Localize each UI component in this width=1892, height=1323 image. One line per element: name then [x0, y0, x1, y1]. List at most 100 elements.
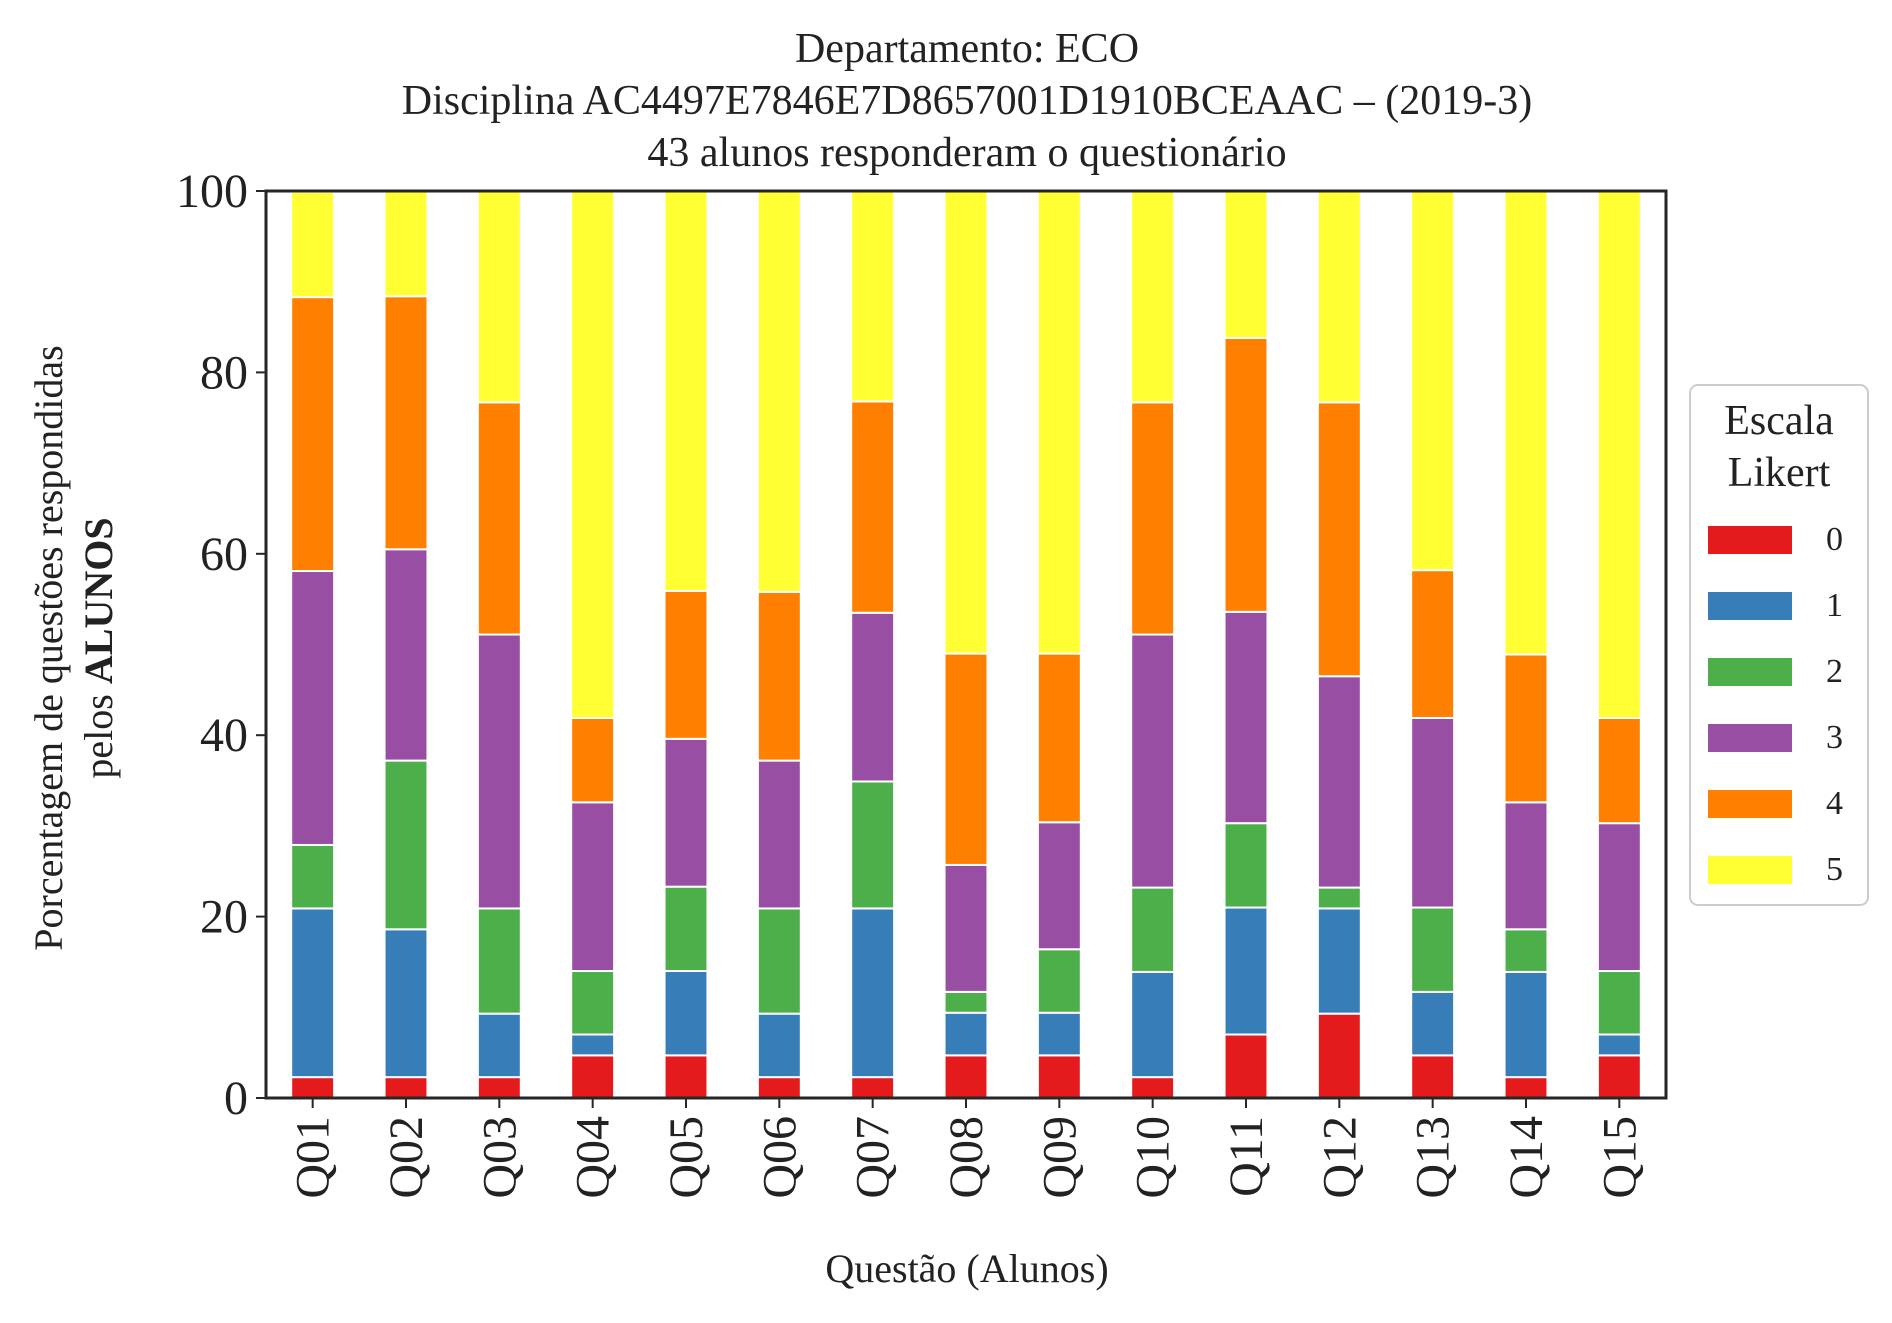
bar-segment-q04-level-5: [570, 190, 616, 719]
bar-segment-q02-level-1: [383, 928, 429, 1079]
bar-segment-q07-level-0: [850, 1076, 896, 1100]
bar-segment-q10-level-1: [1130, 970, 1176, 1079]
bar-segment-q04-level-2: [570, 970, 616, 1036]
y-tick-label: 80: [200, 346, 248, 399]
x-tick-label: Q12: [1313, 1116, 1366, 1199]
bar-segment-q08-level-1: [943, 1011, 989, 1057]
x-tick-label: Q07: [847, 1116, 900, 1199]
bar-segment-q07-level-5: [850, 189, 896, 403]
bar-segment-q03-level-3: [476, 633, 522, 910]
bar-segment-q08-level-0: [943, 1054, 989, 1099]
bar-segment-q06-level-5: [756, 190, 802, 593]
bar-segment-q14-level-3: [1503, 801, 1549, 931]
bar-segment-q08-level-4: [943, 652, 989, 866]
y-tick-label: 100: [176, 165, 248, 218]
bar-segment-q10-level-5: [1130, 190, 1176, 404]
bar-segment-q13-level-3: [1410, 716, 1456, 909]
bar-segment-q09-level-5: [1036, 188, 1082, 655]
bar-segment-q05-level-3: [663, 737, 709, 888]
bar-segment-q10-level-2: [1130, 886, 1176, 973]
bar-segment-q15-level-2: [1596, 970, 1642, 1036]
bar-segment-q11-level-2: [1223, 822, 1269, 909]
legend-title-line-2: Likert: [1728, 450, 1831, 496]
bar-segment-q03-level-4: [476, 401, 522, 636]
bar-segment-q12-level-5: [1316, 190, 1362, 404]
bar-segment-q06-level-2: [756, 907, 802, 1015]
bar-segment-q12-level-0: [1316, 1012, 1362, 1099]
legend: Escala Likert 0 1 2 3 4 5: [1689, 384, 1869, 906]
bar-segment-q09-level-3: [1036, 821, 1082, 951]
bar-segment-q12-level-2: [1316, 886, 1362, 910]
legend-label-1: 1: [1826, 587, 1843, 624]
y-tick-label: 40: [200, 709, 248, 762]
y-axis-label-prefix: pelos: [76, 684, 121, 778]
x-tick-label: Q08: [940, 1116, 993, 1199]
bar-segment-q05-level-4: [663, 589, 709, 740]
legend-label-2: 2: [1826, 653, 1843, 690]
bar-segment-q13-level-4: [1410, 569, 1456, 719]
x-tick-label: Q03: [473, 1116, 526, 1199]
x-axis-ticks: Q01 Q02 Q03 Q04 Q05 Q06 Q07 Q08 Q09 Q10 Q11 Q12 Q13 Q…: [287, 1098, 1646, 1199]
bar-segment-q10-level-4: [1130, 401, 1176, 636]
chart-title-line-1: Departamento: ECO: [795, 26, 1139, 72]
bar-segment-q09-level-1: [1036, 1011, 1082, 1057]
bar-segment-q03-level-2: [476, 907, 522, 1015]
bar-segment-q03-level-0: [476, 1076, 522, 1100]
x-axis-label: Questão (Alunos): [825, 1246, 1108, 1291]
bar-segment-q03-level-1: [476, 1012, 522, 1079]
x-tick-label: Q02: [380, 1116, 433, 1199]
bar-segment-q12-level-4: [1316, 401, 1362, 678]
legend-swatch-4: [1708, 790, 1792, 818]
chart-title-line-2: Disciplina AC4497E7846E7D8657001D1910BCE…: [402, 78, 1532, 124]
bar-segment-q13-level-1: [1410, 990, 1456, 1057]
x-tick-label: Q15: [1593, 1116, 1646, 1199]
legend-swatch-2: [1708, 658, 1792, 686]
bar-segment-q14-level-1: [1503, 970, 1549, 1079]
chart-title-line-3: 43 alunos responderam o questionário: [647, 130, 1286, 176]
y-tick-label: 20: [200, 891, 248, 944]
bar-segment-q03-level-5: [476, 190, 522, 404]
legend-title-line-1: Escala: [1724, 398, 1834, 444]
bar-segment-q12-level-1: [1316, 907, 1362, 1015]
y-axis-label-bold: ALUNOS: [76, 517, 121, 684]
bar-segment-q06-level-0: [756, 1076, 802, 1100]
bar-segment-q01-level-5: [290, 190, 336, 299]
bar-segment-q14-level-2: [1503, 928, 1549, 973]
bar-segment-q15-level-4: [1596, 716, 1642, 825]
legend-swatch-1: [1708, 592, 1792, 620]
bar-segment-q09-level-0: [1036, 1054, 1082, 1099]
bar-segment-q07-level-2: [850, 780, 896, 910]
legend-label-5: 5: [1826, 851, 1843, 888]
bar-segment-q04-level-4: [570, 716, 616, 804]
bar-segment-q04-level-0: [570, 1054, 616, 1099]
y-axis-ticks: 0 20 40 60 80 100: [176, 165, 266, 1125]
legend-label-3: 3: [1826, 719, 1843, 756]
x-tick-label: Q11: [1220, 1116, 1273, 1197]
x-tick-label: Q01: [287, 1116, 340, 1199]
bar-segment-q13-level-5: [1410, 189, 1456, 572]
bar-segment-q05-level-0: [663, 1054, 709, 1099]
bar-segment-q06-level-4: [756, 590, 802, 762]
bar-segment-q08-level-3: [943, 863, 989, 993]
plot-area-frame: [264, 189, 1668, 1100]
bars: [290, 188, 1642, 1100]
bar-segment-q02-level-3: [383, 548, 429, 762]
bar-segment-q14-level-5: [1503, 189, 1549, 656]
bar-segment-q01-level-0: [290, 1076, 336, 1100]
x-tick-label: Q10: [1127, 1116, 1180, 1199]
legend-box: [1689, 384, 1869, 906]
x-tick-label: Q06: [753, 1116, 806, 1199]
legend-swatch-5: [1708, 856, 1792, 884]
bar-segment-q11-level-1: [1223, 906, 1269, 1036]
bar-segment-q04-level-3: [570, 801, 616, 973]
legend-swatch-0: [1708, 526, 1792, 554]
bar-segment-q12-level-3: [1316, 675, 1362, 889]
legend-label-4: 4: [1826, 785, 1843, 822]
y-axis-label-line-2: pelos ALUNOS: [76, 517, 121, 778]
x-tick-label: Q05: [660, 1116, 713, 1199]
bar-segment-q05-level-1: [663, 970, 709, 1057]
bar-segment-q11-level-0: [1223, 1033, 1269, 1100]
bar-segment-q11-level-3: [1223, 610, 1269, 825]
y-axis-label: Porcentagem de questões respondidas pelo…: [26, 345, 121, 950]
